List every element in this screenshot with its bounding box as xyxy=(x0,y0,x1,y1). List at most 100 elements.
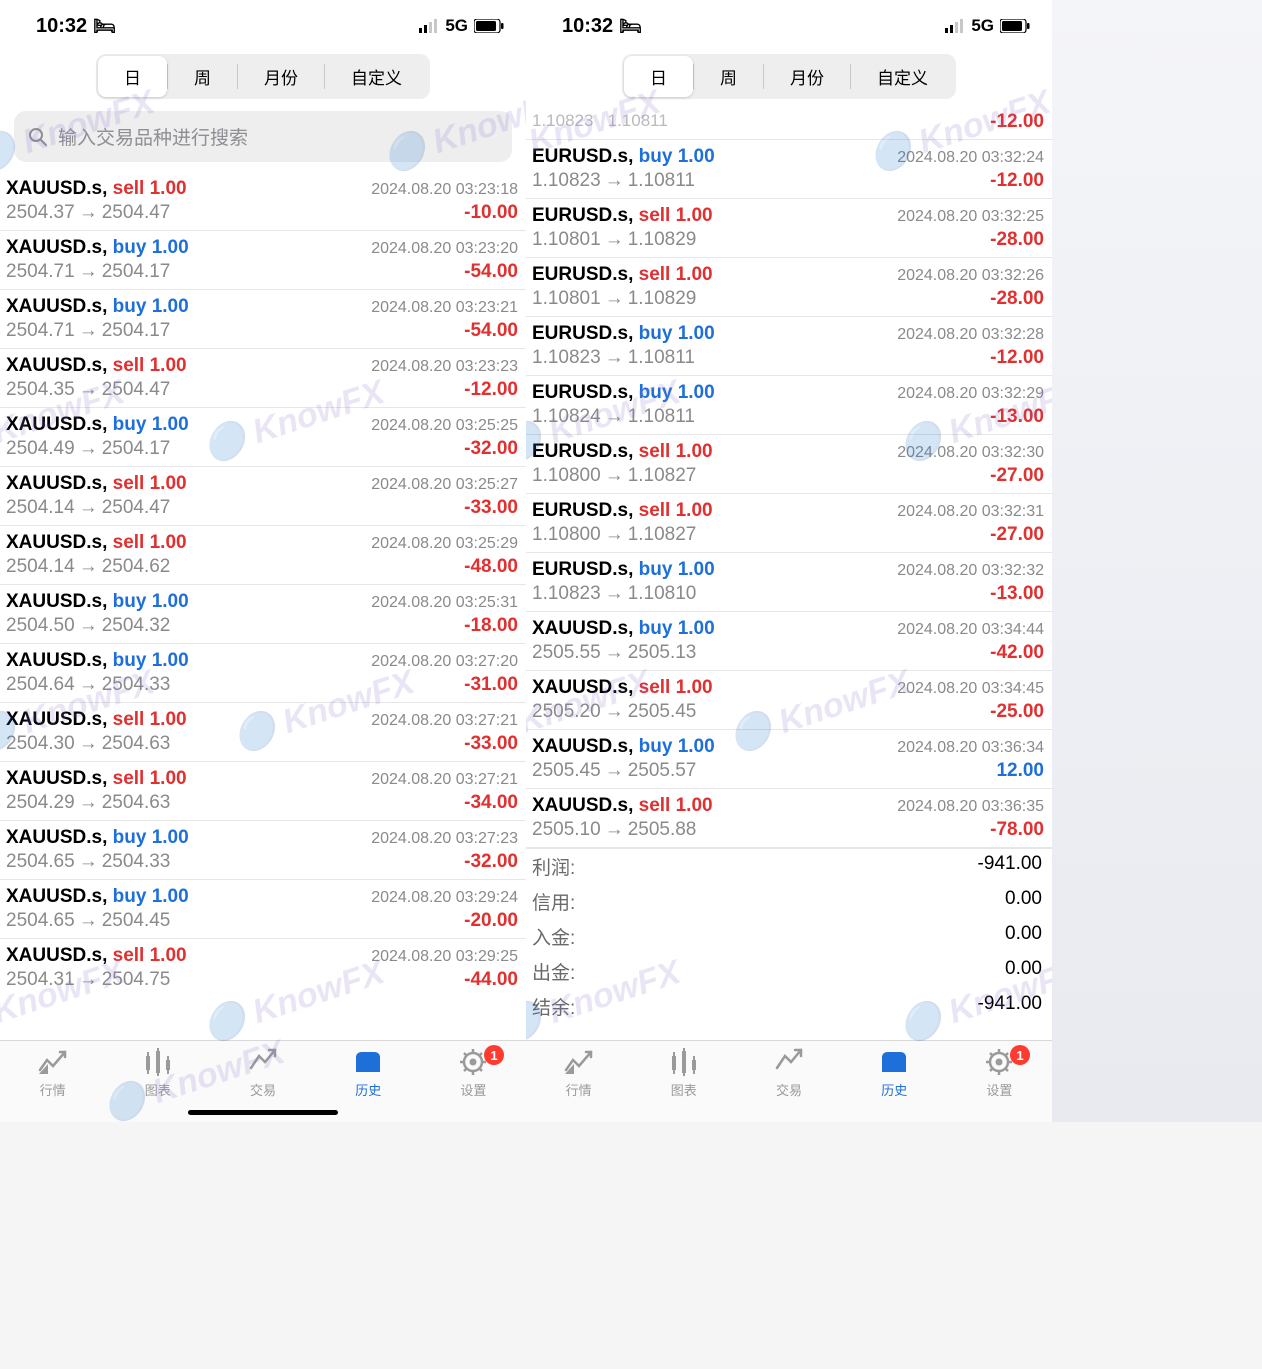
summary-value: 0.00 xyxy=(1005,958,1042,985)
trade-row[interactable]: XAUUSD.s, buy 1.00 2024.08.20 03:27:20 2… xyxy=(0,644,526,703)
seg-month[interactable]: 月份 xyxy=(764,56,850,97)
side-gradient xyxy=(1052,0,1262,1122)
trade-row[interactable]: XAUUSD.s, sell 1.00 2024.08.20 03:27:21 … xyxy=(0,703,526,762)
tab-label: 历史 xyxy=(881,1080,907,1099)
trade-action: buy 1.00 xyxy=(113,591,189,612)
trade-row[interactable]: XAUUSD.s, buy 1.00 2024.08.20 03:27:23 2… xyxy=(0,821,526,880)
phone-left: 10:32 🛏 5G 日 周 月份 自定义 输入交易品种进行搜索 XAUUSD.… xyxy=(0,0,526,1122)
profit-loss: -13.00 xyxy=(990,406,1044,428)
summary-row: 利润:-941.00 xyxy=(526,849,1052,884)
seg-custom[interactable]: 自定义 xyxy=(325,56,428,97)
trade-row[interactable]: XAUUSD.s, sell 1.00 2024.08.20 03:23:18 … xyxy=(0,172,526,231)
symbol: XAUUSD.s xyxy=(6,591,102,612)
period-segment[interactable]: 日 周 月份 自定义 xyxy=(622,54,956,99)
seg-day[interactable]: 日 xyxy=(624,56,693,97)
trade-icon xyxy=(773,1047,805,1077)
network-label: 5G xyxy=(971,16,994,36)
trade-row[interactable]: EURUSD.s, sell 1.00 2024.08.20 03:32:26 … xyxy=(526,258,1052,317)
search-input[interactable]: 输入交易品种进行搜索 xyxy=(14,111,512,162)
trade-action: sell 1.00 xyxy=(639,677,713,698)
home-indicator[interactable] xyxy=(188,1110,338,1115)
trade-action: buy 1.00 xyxy=(639,382,715,403)
profit-loss: -78.00 xyxy=(990,819,1044,841)
status-bar: 10:32 🛏 5G xyxy=(0,0,526,44)
tab-history[interactable]: 历史 xyxy=(842,1047,947,1122)
trade-row[interactable]: XAUUSD.s, buy 1.00 2024.08.20 03:25:25 2… xyxy=(0,408,526,467)
trade-row[interactable]: EURUSD.s, buy 1.00 2024.08.20 03:32:29 1… xyxy=(526,376,1052,435)
seg-week[interactable]: 周 xyxy=(694,56,763,97)
summary-row: 结余:-941.00 xyxy=(526,989,1052,1024)
trade-row[interactable]: XAUUSD.s, buy 1.00 2024.08.20 03:23:20 2… xyxy=(0,231,526,290)
summary-label: 出金: xyxy=(532,958,575,985)
trade-icon xyxy=(247,1047,279,1077)
trade-action: sell 1.00 xyxy=(113,355,187,376)
trade-action: sell 1.00 xyxy=(113,768,187,789)
timestamp: 2024.08.20 03:25:25 xyxy=(371,417,518,435)
symbol: XAUUSD.s xyxy=(6,768,102,789)
badge: 1 xyxy=(1010,1045,1030,1065)
profit-loss: -20.00 xyxy=(464,910,518,932)
battery-icon xyxy=(1000,19,1030,33)
symbol: XAUUSD.s xyxy=(532,618,628,639)
symbol: XAUUSD.s xyxy=(6,945,102,966)
trade-action: sell 1.00 xyxy=(113,709,187,730)
timestamp: 2024.08.20 03:25:31 xyxy=(371,594,518,612)
trade-action: sell 1.00 xyxy=(639,795,713,816)
seg-week[interactable]: 周 xyxy=(168,56,237,97)
profit-loss: -12.00 xyxy=(464,379,518,401)
trade-row[interactable]: XAUUSD.s, sell 1.00 2024.08.20 03:23:23 … xyxy=(0,349,526,408)
timestamp: 2024.08.20 03:32:26 xyxy=(897,267,1044,285)
trade-row[interactable]: EURUSD.s, sell 1.00 2024.08.20 03:32:31 … xyxy=(526,494,1052,553)
timestamp: 2024.08.20 03:36:35 xyxy=(897,798,1044,816)
clock: 10:32 xyxy=(562,15,613,38)
trade-row[interactable]: XAUUSD.s, sell 1.00 2024.08.20 03:25:29 … xyxy=(0,526,526,585)
timestamp: 2024.08.20 03:32:31 xyxy=(897,503,1044,521)
dnd-icon: 🛏 xyxy=(619,16,642,37)
trade-row[interactable]: XAUUSD.s, sell 1.00 2024.08.20 03:34:45 … xyxy=(526,671,1052,730)
trade-row[interactable]: XAUUSD.s, buy 1.00 2024.08.20 03:25:31 2… xyxy=(0,585,526,644)
summary-value: 0.00 xyxy=(1005,888,1042,915)
trade-action: buy 1.00 xyxy=(113,414,189,435)
trade-row[interactable]: XAUUSD.s, sell 1.00 2024.08.20 03:36:35 … xyxy=(526,789,1052,848)
trade-row[interactable]: EURUSD.s, sell 1.00 2024.08.20 03:32:30 … xyxy=(526,435,1052,494)
signal-icon xyxy=(945,19,965,33)
tab-label: 行情 xyxy=(566,1080,592,1099)
signal-icon xyxy=(419,19,439,33)
profit-loss: -18.00 xyxy=(464,615,518,637)
tab-chart[interactable]: 图表 xyxy=(631,1047,736,1122)
seg-custom[interactable]: 自定义 xyxy=(851,56,954,97)
tab-trade[interactable]: 交易 xyxy=(736,1047,841,1122)
trade-row[interactable]: XAUUSD.s, sell 1.00 2024.08.20 03:29:25 … xyxy=(0,939,526,997)
summary-row: 出金: 0.00 xyxy=(526,954,1052,989)
tab-settings[interactable]: 设置 1 xyxy=(421,1047,526,1122)
trade-row[interactable]: XAUUSD.s, buy 1.00 2024.08.20 03:36:34 2… xyxy=(526,730,1052,789)
trade-list-left[interactable]: XAUUSD.s, sell 1.00 2024.08.20 03:23:18 … xyxy=(0,172,526,1040)
search-icon xyxy=(28,127,48,147)
summary-label: 利润: xyxy=(532,853,575,880)
trade-row[interactable]: XAUUSD.s, buy 1.00 2024.08.20 03:29:24 2… xyxy=(0,880,526,939)
trade-row[interactable]: XAUUSD.s, sell 1.00 2024.08.20 03:25:27 … xyxy=(0,467,526,526)
seg-day[interactable]: 日 xyxy=(98,56,167,97)
seg-month[interactable]: 月份 xyxy=(238,56,324,97)
timestamp: 2024.08.20 03:32:28 xyxy=(897,326,1044,344)
trade-row[interactable]: XAUUSD.s, buy 1.00 2024.08.20 03:34:44 2… xyxy=(526,612,1052,671)
trade-row[interactable]: EURUSD.s, sell 1.00 2024.08.20 03:32:25 … xyxy=(526,199,1052,258)
trade-row[interactable]: EURUSD.s, buy 1.00 2024.08.20 03:32:32 1… xyxy=(526,553,1052,612)
trade-list-right[interactable]: EURUSD.s, buy 1.00 2024.08.20 03:32:24 1… xyxy=(526,140,1052,1040)
trade-row[interactable]: EURUSD.s, buy 1.00 2024.08.20 03:32:24 1… xyxy=(526,140,1052,199)
tab-quotes[interactable]: 行情 xyxy=(0,1047,105,1122)
prices: 2504.30→2504.63 xyxy=(6,733,170,755)
symbol: XAUUSD.s xyxy=(6,709,102,730)
period-segment[interactable]: 日 周 月份 自定义 xyxy=(96,54,430,99)
profit-loss: -28.00 xyxy=(990,229,1044,251)
trade-action: sell 1.00 xyxy=(639,441,713,462)
profit-loss: -27.00 xyxy=(990,524,1044,546)
tab-settings[interactable]: 设置 1 xyxy=(947,1047,1052,1122)
prices: 1.10800→1.10827 xyxy=(532,524,696,546)
battery-icon xyxy=(474,19,504,33)
trade-row[interactable]: XAUUSD.s, sell 1.00 2024.08.20 03:27:21 … xyxy=(0,762,526,821)
trade-row[interactable]: XAUUSD.s, buy 1.00 2024.08.20 03:23:21 2… xyxy=(0,290,526,349)
trade-row[interactable]: EURUSD.s, buy 1.00 2024.08.20 03:32:28 1… xyxy=(526,317,1052,376)
timestamp: 2024.08.20 03:27:20 xyxy=(371,653,518,671)
tab-quotes[interactable]: 行情 xyxy=(526,1047,631,1122)
